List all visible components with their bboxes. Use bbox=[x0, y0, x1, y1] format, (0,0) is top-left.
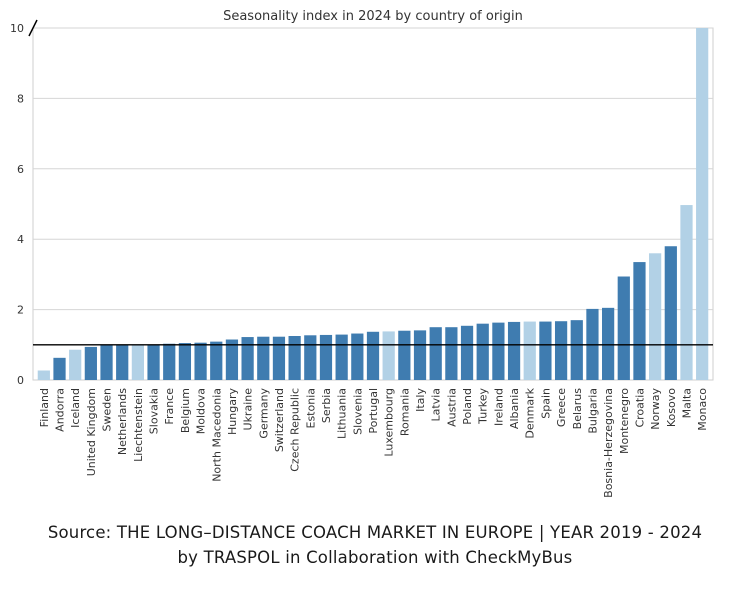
bar bbox=[272, 336, 286, 380]
y-tick-label: 0 bbox=[17, 374, 24, 387]
bar bbox=[649, 253, 662, 380]
x-tick-label: Austria bbox=[445, 388, 458, 427]
x-tick-label: Slovenia bbox=[351, 388, 364, 435]
bar bbox=[507, 321, 521, 380]
x-tick-label: Turkey bbox=[477, 388, 490, 425]
x-tick-label: Spain bbox=[539, 388, 552, 419]
seasonality-bar-chart: 0 2 4 6 8 10 Finland Andorra Iceland United Kingd… bbox=[10, 9, 714, 498]
bar bbox=[257, 336, 270, 380]
x-tick-label: Bulgaria bbox=[586, 388, 599, 434]
x-tick-label: Luxembourg bbox=[383, 388, 396, 457]
x-tick-label: Portugal bbox=[367, 388, 380, 434]
bar bbox=[680, 205, 693, 380]
bar bbox=[351, 333, 364, 380]
x-tick-label: Finland bbox=[38, 388, 51, 427]
bar bbox=[633, 262, 646, 380]
bar bbox=[602, 307, 615, 380]
x-tick-label: Monaco bbox=[696, 388, 709, 431]
bar bbox=[241, 337, 254, 380]
x-tick-label: Romania bbox=[398, 388, 411, 436]
bar bbox=[523, 321, 536, 380]
bar bbox=[69, 349, 82, 380]
x-tick-label: Belgium bbox=[179, 388, 192, 433]
bar bbox=[194, 342, 207, 380]
x-tick-label: Latvia bbox=[430, 388, 443, 422]
bar bbox=[304, 335, 317, 380]
x-tick-label: Estonia bbox=[304, 388, 317, 429]
x-tick-label: North Macedonia bbox=[210, 388, 223, 482]
bar bbox=[398, 330, 411, 380]
x-tick-label: Iceland bbox=[69, 388, 82, 428]
x-tick-label: Moldova bbox=[195, 388, 208, 434]
x-tick-label: Sweden bbox=[101, 388, 114, 431]
bar bbox=[617, 276, 630, 380]
x-tick-label: Poland bbox=[461, 388, 474, 425]
source-caption-line-1: Source: THE LONG–DISTANCE COACH MARKET I… bbox=[47, 523, 703, 542]
bar bbox=[554, 321, 568, 380]
x-tick-label: Denmark bbox=[524, 387, 537, 438]
x-tick-label: Norway bbox=[649, 388, 662, 430]
bar bbox=[84, 346, 97, 380]
bar bbox=[178, 343, 192, 380]
x-tick-label: Germany bbox=[257, 388, 270, 439]
bar bbox=[429, 327, 442, 380]
x-tick-label: Switzerland bbox=[273, 388, 286, 452]
y-tick-label: 2 bbox=[17, 304, 24, 317]
bar bbox=[382, 331, 395, 380]
bar bbox=[476, 323, 489, 380]
x-tick-label: France bbox=[163, 388, 176, 425]
x-tick-label: Croatia bbox=[633, 388, 646, 428]
x-tick-label: Ireland bbox=[492, 388, 505, 426]
x-tick-label: Lithuania bbox=[336, 388, 349, 439]
x-tick-label: Italy bbox=[414, 388, 427, 412]
x-tick-label: Greece bbox=[555, 388, 568, 427]
bar bbox=[492, 322, 505, 380]
y-tick-label: 10 bbox=[10, 22, 24, 35]
x-tick-label: Andorra bbox=[54, 388, 67, 432]
x-tick-label: Albania bbox=[508, 388, 521, 429]
x-tick-label: Ukraine bbox=[242, 388, 255, 431]
x-tick-label: Slovakia bbox=[148, 388, 161, 434]
x-tick-label: Bosnia-Herzegovina bbox=[602, 388, 615, 498]
x-tick-label: Hungary bbox=[226, 388, 239, 435]
x-tick-label: Montenegro bbox=[618, 388, 631, 454]
x-tick-label: Kosovo bbox=[665, 388, 678, 427]
bar bbox=[460, 325, 474, 380]
bar bbox=[225, 339, 239, 380]
y-tick-label: 4 bbox=[17, 233, 24, 246]
y-tick-label: 8 bbox=[17, 92, 24, 105]
bar bbox=[210, 341, 223, 380]
bar bbox=[116, 344, 129, 380]
bar bbox=[539, 321, 552, 380]
bar bbox=[319, 334, 333, 380]
bar bbox=[37, 370, 50, 380]
bar bbox=[288, 336, 301, 380]
bar bbox=[445, 327, 458, 380]
bar bbox=[147, 344, 160, 380]
bar bbox=[131, 344, 144, 380]
x-tick-label: Liechtenstein bbox=[132, 388, 145, 462]
x-tick-label: Belarus bbox=[571, 388, 584, 430]
x-tick-label: Malta bbox=[680, 388, 693, 418]
chart-title: Seasonality index in 2024 by country of … bbox=[223, 9, 523, 24]
bar bbox=[53, 357, 66, 380]
bar bbox=[100, 345, 113, 380]
bar bbox=[335, 334, 348, 380]
plot-area bbox=[32, 27, 714, 381]
y-tick-label: 6 bbox=[17, 163, 24, 176]
bar bbox=[664, 246, 677, 380]
bar bbox=[570, 320, 583, 380]
bar bbox=[366, 331, 380, 380]
x-tick-label: Czech Republic bbox=[289, 388, 302, 472]
y-axis-break-marker bbox=[28, 19, 38, 37]
bar bbox=[163, 343, 176, 380]
source-caption-line-2: by TRASPOL in Collaboration with CheckMy… bbox=[177, 548, 573, 567]
bar bbox=[413, 330, 427, 380]
x-tick-label: Serbia bbox=[320, 388, 333, 423]
x-tick-label: United Kingdom bbox=[85, 388, 98, 476]
bar bbox=[696, 28, 709, 380]
x-tick-label: Netherlands bbox=[116, 388, 129, 455]
